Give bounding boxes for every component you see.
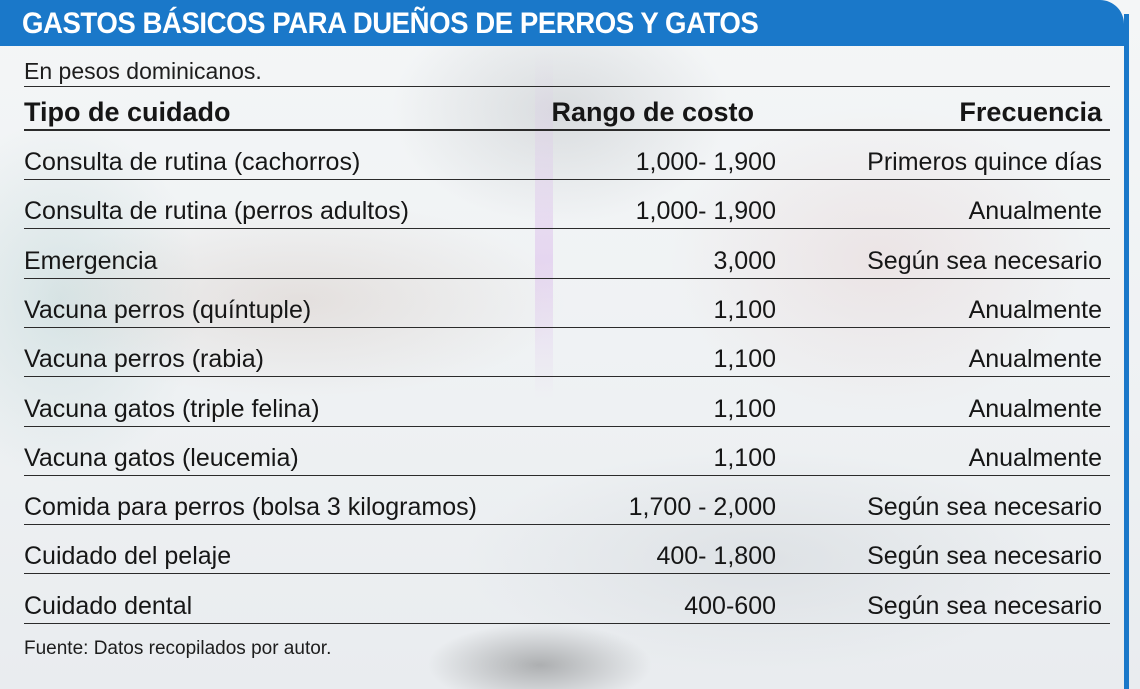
cell-column-rango: 1,100 xyxy=(713,443,776,472)
cell-column-frecuencia: Anualmente xyxy=(968,295,1102,324)
header-column-rango: Rango de costo xyxy=(551,97,754,127)
cell-column-tipo: Emergencia xyxy=(24,246,158,275)
header-column-frecuencia: Frecuencia xyxy=(959,97,1102,127)
subtitle-rule xyxy=(24,86,1110,87)
row-rule xyxy=(24,326,1110,328)
cell-column-tipo: Vacuna gatos (leucemia) xyxy=(24,443,299,472)
row-rule xyxy=(24,376,1110,378)
cell-column-rango: 400- 1,800 xyxy=(656,542,776,571)
cell-column-rango: 3,000 xyxy=(713,246,776,275)
cell-column-frecuencia: Anualmente xyxy=(968,443,1102,472)
cell-column-frecuencia: Primeros quince días xyxy=(867,148,1102,176)
row-rule xyxy=(24,474,1110,476)
cell-column-rango: 1,100 xyxy=(713,295,776,324)
cell-column-frecuencia: Según sea necesario xyxy=(867,246,1102,275)
chart-subtitle: En pesos dominicanos. xyxy=(24,58,262,84)
cell-column-tipo: Consulta de rutina (perros adultos) xyxy=(24,197,409,226)
row-rule xyxy=(24,277,1110,279)
cell-column-rango: 1,100 xyxy=(713,345,776,374)
frame-border xyxy=(1124,14,1129,689)
cell-column-rango: 1,100 xyxy=(713,394,776,423)
cell-column-rango: 1,000- 1,900 xyxy=(635,148,776,176)
cell-column-rango: 400-600 xyxy=(684,591,776,620)
cell-column-frecuencia: Anualmente xyxy=(968,345,1102,374)
cell-column-tipo: Cuidado del pelaje xyxy=(24,542,232,571)
cell-column-rango: 1,700 - 2,000 xyxy=(628,493,776,522)
cell-column-tipo: Consulta de rutina (cachorros) xyxy=(24,148,361,176)
cell-column-tipo: Comida para perros (bolsa 3 kilogramos) xyxy=(24,493,477,522)
cell-column-rango: 1,000- 1,900 xyxy=(635,197,776,226)
row-rule xyxy=(24,573,1110,575)
cell-column-frecuencia: Según sea necesario xyxy=(867,591,1102,620)
cell-column-tipo: Cuidado dental xyxy=(24,591,193,620)
title-bar: GASTOS BÁSICOS PARA DUEÑOS DE PERROS Y G… xyxy=(0,0,1124,46)
header-rule xyxy=(24,129,1110,131)
chart-title: GASTOS BÁSICOS PARA DUEÑOS DE PERROS Y G… xyxy=(22,7,759,40)
cell-column-tipo: Vacuna perros (quíntuple) xyxy=(24,295,312,324)
cell-column-frecuencia: Según sea necesario xyxy=(867,493,1102,522)
row-rule xyxy=(24,622,1110,624)
cell-column-frecuencia: Anualmente xyxy=(968,394,1102,423)
header-column-tipo: Tipo de cuidado xyxy=(24,97,231,127)
source-note: Fuente: Datos recopilados por autor. xyxy=(24,638,332,659)
cell-column-tipo: Vacuna gatos (triple felina) xyxy=(24,394,320,423)
cell-column-tipo: Vacuna perros (rabia) xyxy=(24,345,264,374)
row-rule xyxy=(24,228,1110,230)
cell-column-frecuencia: Anualmente xyxy=(968,197,1102,226)
row-rule xyxy=(24,425,1110,427)
cell-column-frecuencia: Según sea necesario xyxy=(867,542,1102,571)
background-decoration xyxy=(535,50,553,400)
row-rule xyxy=(24,179,1110,180)
row-rule xyxy=(24,524,1110,526)
